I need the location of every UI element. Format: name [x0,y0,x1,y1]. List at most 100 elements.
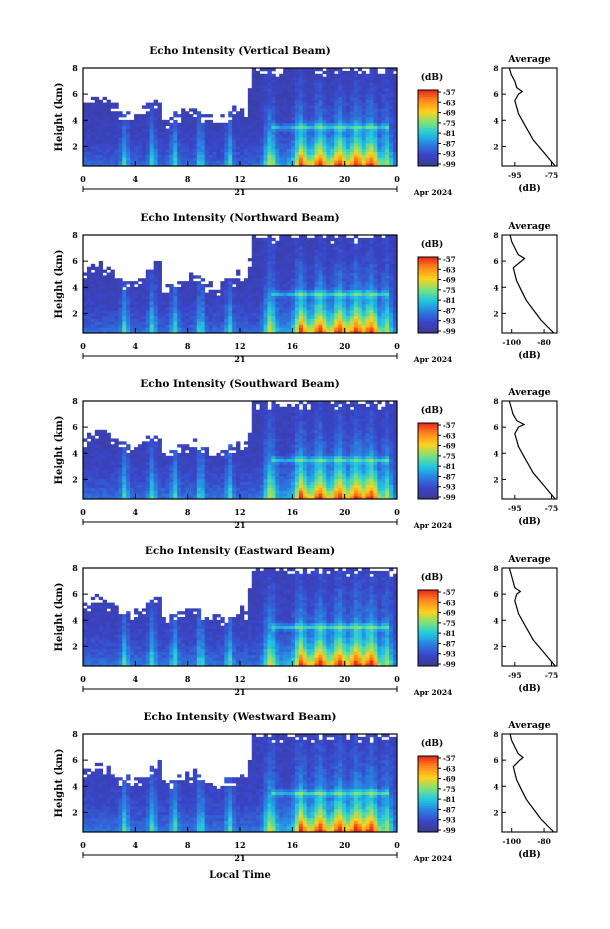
heatmap-cell [149,281,155,285]
heatmap-cell [298,145,304,150]
heatmap-cell [98,289,104,294]
heatmap-cell [283,137,288,141]
heatmap-cell [377,151,382,155]
heatmap-cell [385,260,390,265]
heatmap-cell [310,269,315,273]
heatmap-cell [298,154,304,158]
heatmap-cell [306,142,312,147]
heatmap-cell [330,85,335,89]
heatmap-cell [361,292,367,296]
heatmap-cell [306,163,312,167]
heatmap-cell [200,128,206,132]
heatmap-cell [118,484,123,488]
heatmap-cell [322,312,327,317]
heatmap-cell [185,154,190,158]
heatmap-cell [373,272,378,276]
heatmap-cell [353,243,359,247]
heatmap-cell [83,473,88,477]
heatmap-cell [349,284,355,288]
heatmap-cell [330,260,335,265]
heatmap-cell [220,137,225,141]
heatmap-cell [243,148,249,152]
heatmap-cell [90,160,96,164]
heatmap-cell [208,137,213,141]
heatmap-cell [110,272,115,276]
colorbar-tick-label: -99 [443,327,456,336]
heatmap-cell [302,88,308,92]
heatmap-cell [259,255,264,259]
heatmap-cell [94,315,100,319]
heatmap-cell [302,260,308,265]
heatmap-cell [208,309,213,314]
heatmap-cell [196,464,202,468]
heatmap-cell [318,142,323,147]
colorbar-band [418,273,438,277]
heatmap-cell [287,304,292,308]
heatmap-cell [287,93,292,98]
heatmap-cell [334,160,339,164]
heatmap-cell [86,140,92,144]
heatmap-cell [393,286,398,291]
heatmap-cell [181,122,186,127]
heatmap-cell [137,475,143,480]
heatmap-cell [314,315,319,319]
heatmap-cell [287,330,292,334]
heatmap-cell [330,111,335,115]
heatmap-cell [196,140,202,144]
heatmap-cell [279,131,284,135]
heatmap-cell [306,258,312,262]
heatmap-cell [102,458,107,462]
heatmap-cell [338,269,343,273]
heatmap-cell [188,160,194,164]
heatmap-cell [373,157,378,161]
heatmap-cell [393,154,398,158]
heatmap-cell [263,102,268,106]
heatmap-cell [279,82,284,86]
heatmap-cell [173,455,178,460]
heatmap-cell [255,76,261,80]
heatmap-cell [287,240,292,245]
heatmap-cell [338,304,343,308]
colorbar-band [418,283,438,287]
heatmap-cell [83,481,88,485]
heatmap-cell [114,493,119,497]
heatmap-cell [134,496,139,500]
heatmap-cell [291,275,296,279]
heatmap-cell [118,128,123,132]
heatmap-cell [126,125,131,129]
heatmap-cell [342,131,347,135]
heatmap-cell [294,289,300,294]
heatmap-cell [251,160,257,164]
heatmap-cell [145,327,151,331]
heatmap-cell [349,88,355,92]
heatmap-cell [334,298,339,302]
heatmap-cell [161,452,166,457]
heatmap-cell [255,321,261,325]
heatmap-cell [240,142,245,147]
heatmap-cell [393,122,398,127]
heatmap-cell [287,278,292,282]
heatmap-cell [279,284,284,288]
heatmap-cell [122,458,127,462]
heatmap-cell [130,467,135,471]
heatmap-cell [98,145,104,150]
heatmap-cell [118,281,123,285]
heatmap-cell [369,131,374,135]
heatmap-cell [247,114,253,118]
heatmap-cell [275,82,280,86]
heatmap-cell [224,145,229,150]
heatmap-cell [361,298,367,302]
heatmap-cell [298,114,304,118]
heatmap-cell [302,275,308,279]
heatmap-cell [149,461,155,465]
heatmap-cell [98,447,104,451]
heatmap-cell [228,122,233,127]
heatmap-cell [365,266,370,270]
profile-title: Average [507,54,550,65]
heatmap-cell [291,99,296,103]
heatmap-cell [334,137,339,141]
heatmap-cell [228,289,233,294]
heatmap-cell [188,292,194,296]
heatmap-cell [373,252,378,256]
heatmap-cell [342,79,347,83]
